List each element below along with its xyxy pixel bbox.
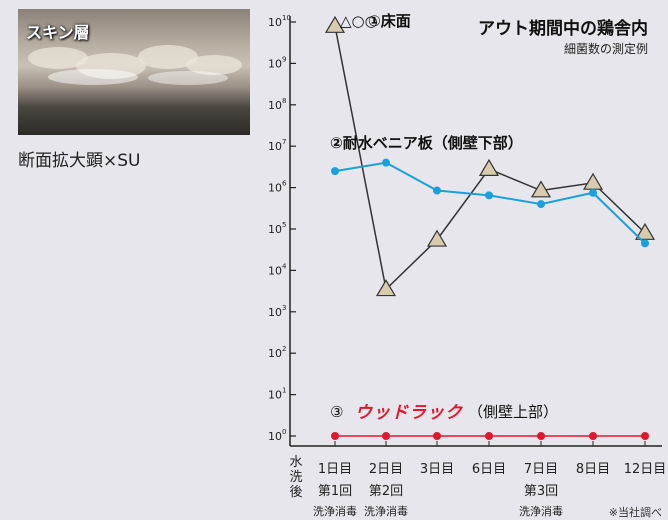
series-1-line xyxy=(334,25,646,291)
series-2-point-1 xyxy=(382,158,390,167)
y-tick-label-2: 108 xyxy=(268,97,286,112)
x-tick-label-1: 2日目 xyxy=(369,462,403,477)
series-1-point-6 xyxy=(634,222,656,240)
x-tick-label-4: 7日目 xyxy=(524,462,558,477)
series-2-point-6 xyxy=(641,239,649,248)
series-2-point-0 xyxy=(331,167,339,176)
series-1-symbols: △○○ xyxy=(340,12,378,30)
series-3-point-2 xyxy=(433,432,441,440)
y-tick-label-7: 103 xyxy=(268,304,286,319)
series-3-number: ③ xyxy=(330,403,343,421)
series-2-label: ②耐水ベニア板（側壁下部） xyxy=(330,134,523,152)
x-tick-label-0: 1日目 xyxy=(318,462,352,477)
y-tick-label-9: 101 xyxy=(268,387,286,402)
series-3-point-6 xyxy=(641,432,649,440)
y-tick-label-8: 102 xyxy=(268,345,286,360)
y-tick-label-1: 109 xyxy=(268,55,286,70)
series-3-suffix: （側壁上部） xyxy=(468,403,558,421)
y-tick-label-4: 106 xyxy=(268,180,287,195)
series-1-point-3 xyxy=(478,158,500,176)
chart-title: アウト期間中の鶏舎内 xyxy=(478,18,648,39)
series-1-point-1 xyxy=(375,279,397,297)
series-3-point-1 xyxy=(382,432,390,440)
chart-subtitle: 細菌数の測定例 xyxy=(564,41,648,56)
y-ticks: 1010 109 108 107 106 105 104 103 102 101 100 xyxy=(268,14,296,443)
x-sublabel-1: 第2回 xyxy=(369,484,403,499)
y-tick-label-10: 100 xyxy=(268,428,286,443)
series-layer xyxy=(324,15,656,440)
chart-axes xyxy=(289,16,662,447)
x-sublabel2-1: 洗浄消毒 xyxy=(364,504,408,518)
series-2-point-5 xyxy=(589,188,597,197)
series-2-point-2 xyxy=(433,186,441,195)
series-1-annotation: △○○ ①床面 xyxy=(340,12,411,30)
series-3-point-5 xyxy=(589,432,597,440)
y-tick-label-6: 104 xyxy=(268,262,287,277)
x-tick-label-6: 12日目 xyxy=(624,462,667,477)
x-prefix-char-0: 水 xyxy=(289,455,302,470)
series-3-point-4 xyxy=(537,432,545,440)
x-sublabel-0: 第1回 xyxy=(318,484,352,499)
series-3-point-0 xyxy=(331,432,339,440)
series-2-point-3 xyxy=(485,191,493,200)
series-2 xyxy=(331,158,649,248)
series-3-point-3 xyxy=(485,432,493,440)
series-3-annotation: ③ ウッドラック （側壁上部） xyxy=(330,403,558,423)
y-tick-label-3: 107 xyxy=(268,138,286,153)
series-1-point-2 xyxy=(426,229,448,247)
y-tick-label-5: 105 xyxy=(268,221,286,236)
photo-caption: 断面拡大顕×SU xyxy=(18,151,141,171)
x-prefix-char-1: 洗 xyxy=(289,470,302,485)
photo-label: スキン層 xyxy=(26,23,90,42)
x-tick-label-3: 6日目 xyxy=(472,462,506,477)
x-sublabel-4: 第3回 xyxy=(524,484,558,499)
series-3-brand: ウッドラック xyxy=(355,403,463,423)
series-3 xyxy=(331,432,649,440)
x-sublabel2-0: 洗浄消毒 xyxy=(313,504,357,518)
x-tick-label-2: 3日目 xyxy=(420,462,454,477)
x-prefix-char-2: 後 xyxy=(289,485,302,500)
y-tick-label-0: 1010 xyxy=(268,14,291,29)
x-sublabel2-4: 洗浄消毒 xyxy=(519,504,563,518)
series-2-point-4 xyxy=(537,200,545,209)
skin-layer-photo: スキン層 xyxy=(18,9,250,135)
series-1-point-0 xyxy=(324,15,346,33)
series-1-point-5 xyxy=(582,172,604,190)
series-1-label: ①床面 xyxy=(368,12,411,30)
series-1 xyxy=(324,15,656,297)
source-note: ※当社調べ xyxy=(609,505,662,519)
series-1-point-4 xyxy=(530,180,552,198)
x-tick-label-5: 8日目 xyxy=(576,462,610,477)
